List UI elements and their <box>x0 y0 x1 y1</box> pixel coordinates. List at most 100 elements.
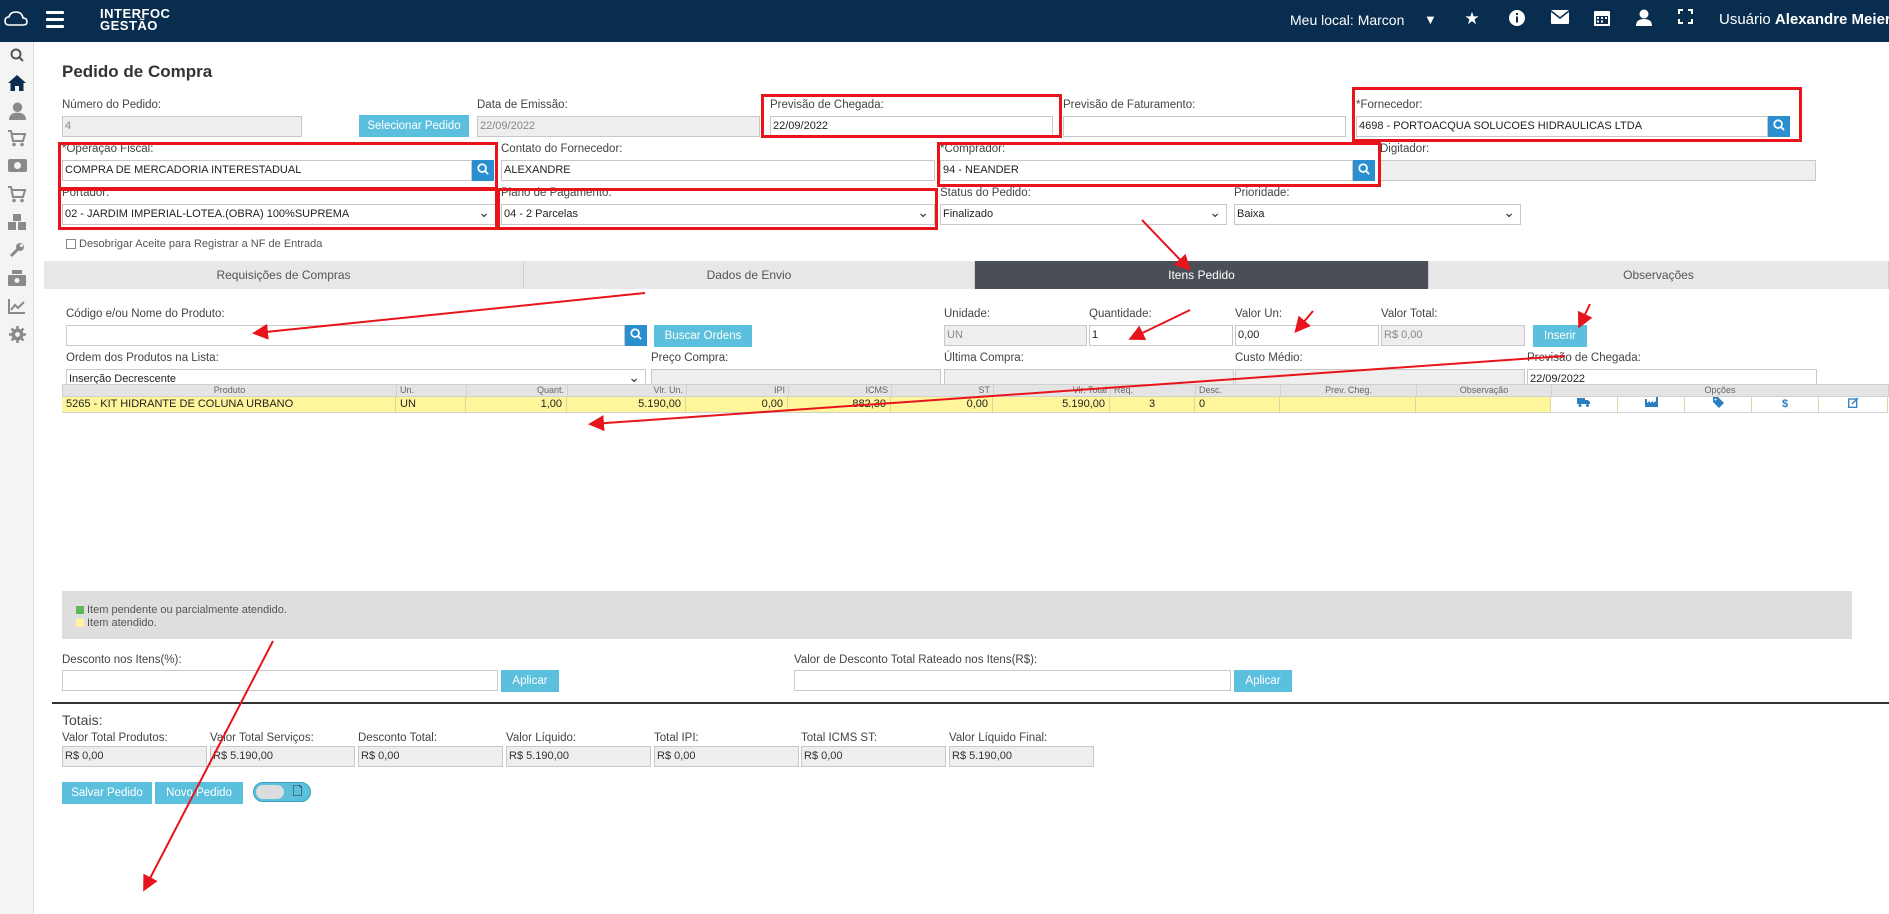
user-icon[interactable] <box>7 102 27 122</box>
portador-select[interactable]: 02 - JARDIM IMPERIAL-LOTEA.(OBRA) 100%SU… <box>62 204 496 225</box>
prioridade-label: Prioridade: <box>1234 187 1290 199</box>
prioridade-select[interactable]: Baixa <box>1234 204 1521 225</box>
info-icon[interactable] <box>1507 9 1527 29</box>
tab-dados-envio[interactable]: Dados de Envio <box>524 261 975 289</box>
quantidade-input[interactable]: 1 <box>1089 325 1233 346</box>
col-desc[interactable]: Desc. <box>1196 385 1281 396</box>
truck-icon[interactable] <box>1551 397 1618 412</box>
operacao-input[interactable]: COMPRA DE MERCADORIA INTERESTADUAL <box>62 160 472 181</box>
page-title: Pedido de Compra <box>62 62 213 81</box>
totais-title: Totais: <box>62 712 103 728</box>
cloud-logo-icon <box>4 11 28 26</box>
local-selector[interactable]: Meu local: Marcon <box>1290 12 1405 28</box>
total-ipi-field: R$ 0,00 <box>654 746 799 767</box>
calendar-icon[interactable] <box>1592 9 1612 29</box>
codigo-input[interactable] <box>66 325 625 346</box>
ultima-label: Última Compra: <box>944 352 1024 364</box>
col-produto[interactable]: Produto <box>63 385 397 396</box>
novo-pedido-button[interactable]: Novo Pedido <box>155 782 243 804</box>
total-servicos-label: Valor Total Serviços: <box>210 732 314 744</box>
star-icon[interactable]: ★ <box>1464 9 1480 28</box>
col-vlr-un[interactable]: Vlr. Un. <box>568 385 687 396</box>
status-select[interactable]: Finalizado <box>940 204 1227 225</box>
dollar-icon[interactable]: $ <box>1752 397 1819 412</box>
chevron-down-icon[interactable]: ▼ <box>1424 12 1437 27</box>
cell-un: UN <box>396 397 466 412</box>
salvar-pedido-button[interactable]: Salvar Pedido <box>62 782 152 804</box>
prev-fat-input[interactable] <box>1063 116 1346 137</box>
col-observacao[interactable]: Observação <box>1417 385 1552 396</box>
operacao-search-icon[interactable] <box>472 160 494 181</box>
valor-liquido-final-field: R$ 5.190,00 <box>949 746 1094 767</box>
desobrigar-checkbox[interactable] <box>66 239 76 250</box>
codigo-search-icon[interactable] <box>625 325 647 346</box>
wrench-icon[interactable] <box>7 242 27 262</box>
valor-liquido-final-label: Valor Líquido Final: <box>949 732 1048 744</box>
tab-itens-pedido[interactable]: Itens Pedido <box>975 261 1429 289</box>
valor-un-input[interactable]: 0,00 <box>1235 325 1379 346</box>
col-prev-cheg[interactable]: Prev. Cheg. <box>1281 385 1417 396</box>
col-ipi[interactable]: IPI <box>687 385 789 396</box>
desconto-total-label: Desconto Total: <box>358 732 438 744</box>
aplicar-itens-button[interactable]: Aplicar <box>501 670 559 692</box>
cell-obs <box>1416 397 1551 412</box>
fornecedor-input[interactable]: 4698 - PORTOACQUA SOLUCOES HIDRAULICAS L… <box>1356 116 1768 137</box>
portador-label: Portador: <box>62 187 110 199</box>
desconto-itens-input[interactable] <box>62 670 498 691</box>
fornecedor-search-icon[interactable] <box>1768 116 1790 137</box>
contato-input[interactable]: ALEXANDRE <box>501 160 935 181</box>
plano-select[interactable]: 04 - 2 Parcelas <box>501 204 935 225</box>
cash-register-icon[interactable] <box>7 270 27 290</box>
col-st[interactable]: ST <box>892 385 994 396</box>
mail-icon[interactable] <box>1550 9 1570 29</box>
tab-requisicoes[interactable]: Requisições de Compras <box>44 261 524 289</box>
main-content: Pedido de Compra Número do Pedido: 4 Sel… <box>34 42 1889 914</box>
factory-icon[interactable] <box>1618 397 1685 412</box>
cell-quant: 1,00 <box>466 397 567 412</box>
desobrigar-checkbox-row[interactable]: Desobrigar Aceite para Registrar a NF de… <box>66 238 322 250</box>
comprador-input[interactable]: 94 - NEANDER <box>940 160 1353 181</box>
unidade-label: Unidade: <box>944 308 991 320</box>
pdf-toggle[interactable] <box>253 782 311 802</box>
prev-chegada-input[interactable]: 22/09/2022 <box>770 116 1053 137</box>
fullscreen-icon[interactable] <box>1675 9 1695 29</box>
aplicar-rateado-button[interactable]: Aplicar <box>1234 670 1292 692</box>
brand-line-1: INTERFOC <box>100 6 171 21</box>
digitador-label: Digitador: <box>1380 143 1430 155</box>
desobrigar-label: Desobrigar Aceite para Registrar a NF de… <box>79 238 323 250</box>
comprador-search-icon[interactable] <box>1353 160 1375 181</box>
valor-total-label: Valor Total: <box>1381 308 1438 320</box>
money-icon[interactable] <box>7 158 27 178</box>
legend-atendido: Item atendido. <box>76 617 157 629</box>
user-greeting[interactable]: Usuário Alexandre Meier <box>1719 11 1889 28</box>
user-icon[interactable] <box>1634 9 1654 29</box>
total-icms-st-label: Total ICMS ST: <box>801 732 878 744</box>
home-icon[interactable] <box>7 74 27 94</box>
prev-item-label: Previsão de Chegada: <box>1527 352 1641 364</box>
menu-toggle-icon[interactable] <box>46 11 64 29</box>
boxes-icon[interactable] <box>7 214 27 234</box>
tab-observacoes[interactable]: Observações <box>1429 261 1889 289</box>
gear-icon[interactable] <box>7 326 27 346</box>
unidade-field: UN <box>944 325 1087 346</box>
tag-icon[interactable] <box>1685 397 1752 412</box>
user-name: Alexandre Meier <box>1774 11 1889 28</box>
desconto-itens-label: Desconto nos Itens(%): <box>62 654 182 666</box>
buscar-ordens-button[interactable]: Buscar Ordens <box>654 325 752 347</box>
total-produtos-field: R$ 0,00 <box>62 746 207 767</box>
edit-icon[interactable] <box>1819 397 1888 412</box>
selecionar-pedido-button[interactable]: Selecionar Pedido <box>359 115 469 137</box>
search-icon[interactable] <box>7 48 27 68</box>
chart-line-icon[interactable] <box>7 298 27 318</box>
col-un[interactable]: Un. <box>397 385 467 396</box>
numero-field: 4 <box>62 116 302 137</box>
col-icms[interactable]: ICMS <box>789 385 892 396</box>
desconto-rateado-input[interactable] <box>794 670 1231 691</box>
col-quant[interactable]: Quant. <box>467 385 568 396</box>
col-req[interactable]: Req. <box>1111 385 1196 396</box>
table-row[interactable]: 5265 - KIT HIDRANTE DE COLUNA URBANO UN … <box>62 397 1888 413</box>
col-vlr-total[interactable]: Vlr. Total <box>994 385 1111 396</box>
cart-plus-icon[interactable] <box>7 186 27 206</box>
cart-icon[interactable] <box>7 130 27 150</box>
inserir-button[interactable]: Inserir <box>1533 325 1587 347</box>
